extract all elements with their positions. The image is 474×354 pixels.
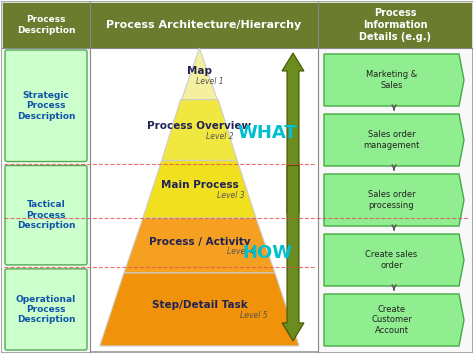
Text: Marketing &
Sales: Marketing & Sales <box>366 70 417 90</box>
Text: Level 1: Level 1 <box>196 77 224 86</box>
Text: Level 2: Level 2 <box>206 132 234 141</box>
Text: Main Process: Main Process <box>161 180 238 190</box>
Polygon shape <box>324 294 464 346</box>
Polygon shape <box>124 218 275 273</box>
Text: Sales order
management: Sales order management <box>363 130 419 150</box>
Polygon shape <box>324 234 464 286</box>
Text: Process Architecture/Hierarchy: Process Architecture/Hierarchy <box>106 20 301 30</box>
Text: Process
Description: Process Description <box>17 15 75 35</box>
Text: Level 5: Level 5 <box>240 311 268 320</box>
Bar <box>2 2 90 48</box>
Polygon shape <box>324 114 464 166</box>
Text: Create sales
order: Create sales order <box>365 250 418 270</box>
Polygon shape <box>100 273 299 346</box>
Text: Map: Map <box>187 66 212 76</box>
FancyBboxPatch shape <box>5 269 87 350</box>
Polygon shape <box>324 174 464 226</box>
Polygon shape <box>282 165 304 341</box>
Polygon shape <box>143 160 256 218</box>
Text: Create
Customer
Account: Create Customer Account <box>371 305 412 335</box>
Bar <box>2 48 90 352</box>
Text: Level 3: Level 3 <box>217 191 245 200</box>
Text: Tactical
Process
Description: Tactical Process Description <box>17 200 75 230</box>
Polygon shape <box>282 53 304 213</box>
Text: Process Overview: Process Overview <box>147 121 252 131</box>
Text: Step/Detail Task: Step/Detail Task <box>152 301 247 310</box>
Bar <box>90 2 318 48</box>
Text: Sales order
processing: Sales order processing <box>368 190 415 210</box>
FancyBboxPatch shape <box>5 50 87 161</box>
Text: Process
Information
Details (e.g.): Process Information Details (e.g.) <box>359 8 431 42</box>
Text: Level 4: Level 4 <box>227 247 255 256</box>
Polygon shape <box>324 54 464 106</box>
Bar <box>318 2 472 48</box>
Text: WHAT: WHAT <box>237 124 297 142</box>
Text: Process / Activity: Process / Activity <box>149 236 250 247</box>
Text: Operational
Process
Description: Operational Process Description <box>16 295 76 324</box>
Polygon shape <box>181 48 219 103</box>
Polygon shape <box>162 100 237 160</box>
Text: HOW: HOW <box>242 244 292 262</box>
Bar <box>318 48 472 352</box>
FancyBboxPatch shape <box>5 166 87 265</box>
Text: Strategic
Process
Description: Strategic Process Description <box>17 91 75 121</box>
